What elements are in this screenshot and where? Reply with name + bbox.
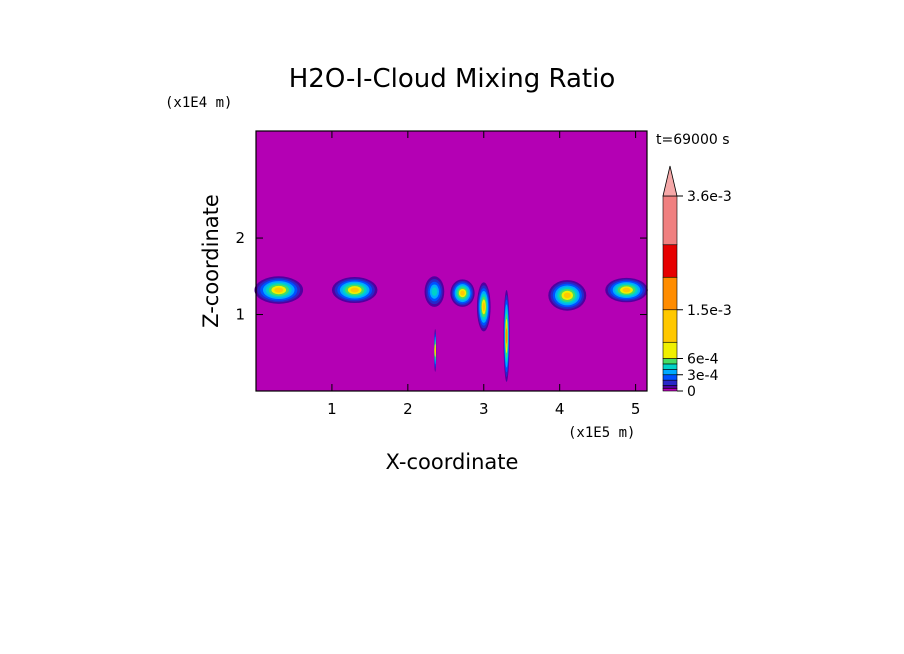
x-axis: 1 2 3 4 5 bbox=[327, 131, 640, 418]
plot-background bbox=[256, 131, 647, 391]
colorbar-segment bbox=[662, 309, 678, 343]
colorbar-segment bbox=[662, 374, 678, 381]
colorbar: 3.6e-3 1.5e-3 6e-43e-40 bbox=[662, 165, 732, 400]
x-tick-label: 5 bbox=[631, 400, 641, 418]
colorbar-segment bbox=[662, 276, 678, 311]
y-axis-label: Z-coordinate bbox=[199, 194, 223, 328]
time-label: t=69000 s bbox=[656, 132, 730, 148]
y-unit-label: (x1E4 m) bbox=[165, 95, 232, 111]
colorbar-segment bbox=[662, 244, 678, 278]
y-tick-label: 2 bbox=[235, 229, 245, 247]
contour-level bbox=[505, 328, 508, 344]
x-tick-label: 2 bbox=[403, 400, 413, 418]
colorbar-segment bbox=[662, 363, 678, 370]
colorbar-segment bbox=[662, 379, 678, 386]
colorbar-segment bbox=[662, 385, 678, 389]
x-axis-label: X-coordinate bbox=[386, 450, 519, 474]
colorbar-tick-label: 6e-4 bbox=[687, 352, 719, 368]
plot-frame bbox=[255, 130, 648, 392]
cloud-patch-3 bbox=[424, 276, 445, 307]
cloud-patch-4 bbox=[450, 279, 475, 307]
x-tick-label: 3 bbox=[479, 400, 489, 418]
field-layer bbox=[254, 276, 648, 382]
contour-level bbox=[622, 287, 631, 293]
colorbar-segment bbox=[662, 195, 678, 246]
contour-level bbox=[434, 346, 436, 355]
colorbar-tick-label: 1.5e-3 bbox=[687, 303, 732, 319]
contour-level bbox=[274, 287, 284, 293]
colorbar-segment bbox=[662, 341, 678, 359]
y-tick-label: 1 bbox=[235, 306, 245, 324]
cloud-patch-5 bbox=[476, 282, 491, 332]
colorbar-segment bbox=[662, 387, 678, 392]
cloud-patch-1 bbox=[254, 276, 304, 304]
colorbar-extend-arrow bbox=[662, 165, 678, 197]
colorbar-tick-label: 3e-4 bbox=[687, 368, 719, 384]
x-tick-label: 1 bbox=[327, 400, 337, 418]
contour-level bbox=[482, 302, 486, 312]
cloud-column-9 bbox=[503, 290, 510, 382]
y-axis: 12 bbox=[235, 229, 647, 324]
cloud-column-8 bbox=[434, 329, 437, 372]
cloud-patch-6 bbox=[548, 280, 587, 311]
colorbar-tick-label: 0 bbox=[687, 384, 696, 400]
cloud-patch-7 bbox=[605, 277, 648, 303]
colorbar-tick-label: 3.6e-3 bbox=[687, 189, 732, 205]
contour-level bbox=[563, 292, 571, 299]
cloud-patch-2 bbox=[331, 277, 378, 304]
x-unit-label: (x1E5 m) bbox=[568, 425, 635, 441]
contour-level bbox=[431, 287, 438, 296]
chart-title: H2O-I-Cloud Mixing Ratio bbox=[289, 64, 616, 94]
plot-area bbox=[254, 130, 648, 392]
contour-level bbox=[460, 290, 465, 296]
x-tick-label: 4 bbox=[555, 400, 565, 418]
colorbar-segment bbox=[662, 369, 678, 376]
contour-level bbox=[350, 287, 359, 293]
colorbar-segment bbox=[662, 358, 678, 365]
